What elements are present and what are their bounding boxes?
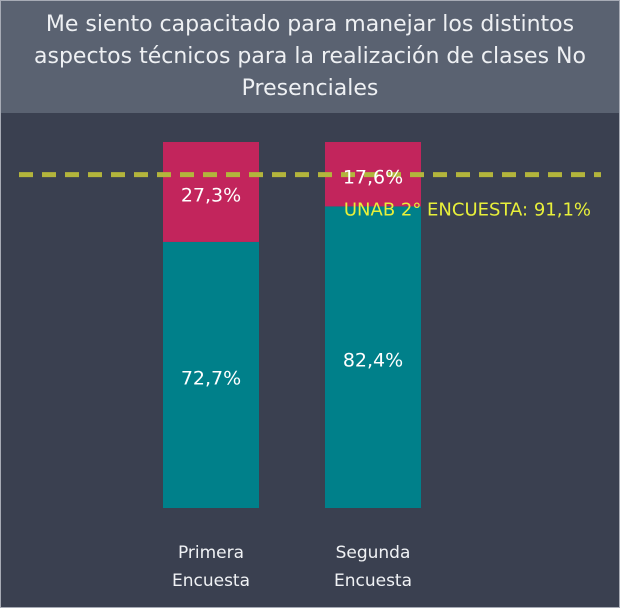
reference-label: UNAB 2° ENCUESTA: 91,1% — [344, 200, 591, 221]
value-label: 27,3% — [181, 184, 241, 206]
chart-title: Me siento capacitado para manejar los di… — [34, 12, 586, 101]
bar-segment — [163, 142, 259, 242]
value-label: 17,6% — [343, 167, 403, 189]
x-tick-label: Segunda Encuesta — [333, 543, 413, 591]
value-label: 82,4% — [343, 350, 403, 372]
bar-segment — [325, 206, 421, 508]
x-tick-label: Primera Encuesta — [171, 543, 251, 591]
value-label: 72,7% — [181, 367, 241, 389]
bar-segment — [163, 241, 259, 508]
title-band — [1, 1, 619, 113]
